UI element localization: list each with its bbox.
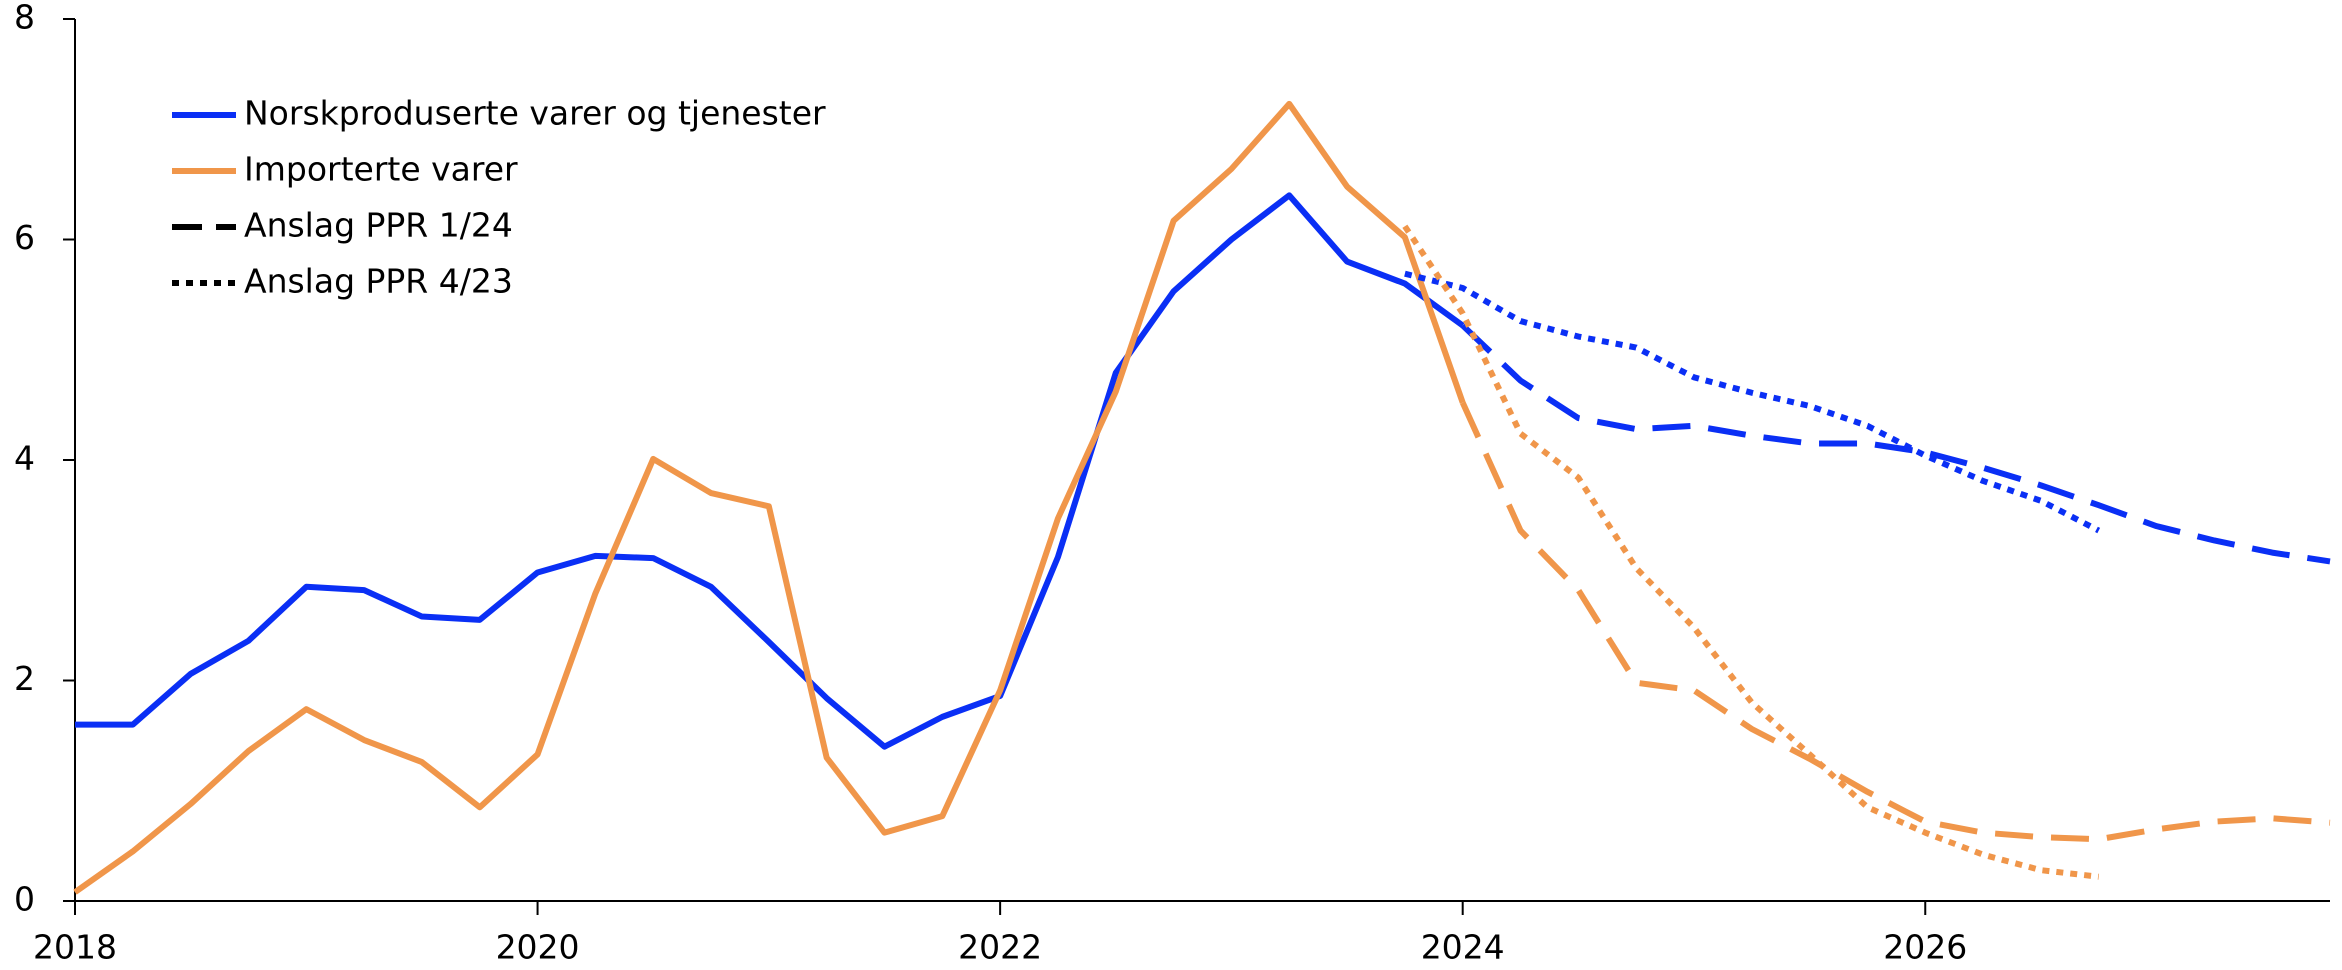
- series-line: [1404, 270, 2101, 534]
- series-line: [1402, 224, 2100, 880]
- y-tick-label: 2: [14, 659, 35, 698]
- series-line: [73, 100, 1466, 895]
- series-line: [1459, 401, 2331, 843]
- x-tick-label: 2020: [496, 928, 580, 967]
- legend-label: Norskproduserte varer og tjenester: [244, 94, 826, 133]
- y-tick-label: 4: [14, 439, 35, 478]
- legend-label: Anslag PPR 1/24: [244, 206, 513, 245]
- legend-label: Anslag PPR 4/23: [244, 262, 513, 301]
- x-tick-label: 2018: [33, 928, 117, 967]
- series-line: [1460, 323, 2331, 565]
- x-tick-label: 2022: [958, 928, 1042, 967]
- series-line: [75, 192, 1465, 750]
- y-tick-label: 0: [14, 880, 35, 919]
- y-tick-label: 6: [14, 218, 35, 257]
- x-tick-label: 2026: [1883, 928, 1967, 967]
- legend-label: Importerte varer: [244, 150, 518, 189]
- x-tick-label: 2024: [1421, 928, 1505, 967]
- y-tick-label: 8: [14, 0, 35, 37]
